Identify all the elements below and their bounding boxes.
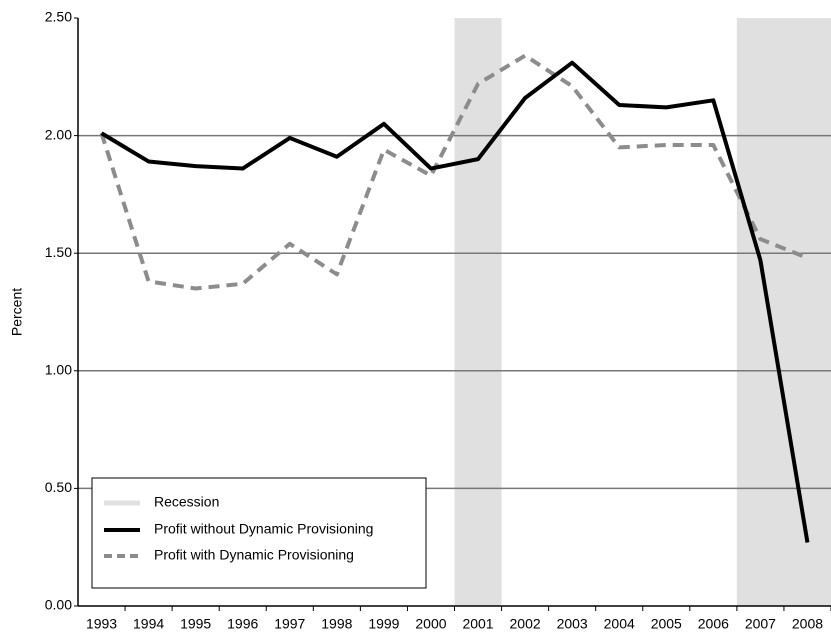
x-tick-label: 1998 xyxy=(321,616,352,632)
x-tick-label: 2004 xyxy=(604,616,635,632)
y-tick-label: 2.50 xyxy=(45,9,72,25)
series-line xyxy=(99,53,809,291)
y-tick-label: 0.00 xyxy=(45,597,72,613)
y-axis-label: Percent xyxy=(9,288,25,336)
y-tick-label: 2.00 xyxy=(45,126,72,142)
y-tick-label: 1.00 xyxy=(45,362,72,378)
x-tick-label: 2003 xyxy=(557,616,588,632)
x-tick-label: 1997 xyxy=(274,616,305,632)
legend-box xyxy=(91,477,427,589)
x-tick-label: 1993 xyxy=(86,616,117,632)
x-tick-label: 2005 xyxy=(651,616,682,632)
x-tick-label: 2007 xyxy=(745,616,776,632)
x-tick-label: 1996 xyxy=(227,616,258,632)
y-tick-label: 0.50 xyxy=(45,479,72,495)
legend-label: Profit without Dynamic Provisioning xyxy=(154,521,373,537)
y-tick-label: 1.50 xyxy=(45,244,72,260)
x-tick-label: 2006 xyxy=(698,616,729,632)
x-tick-label: 1999 xyxy=(368,616,399,632)
x-tick-label: 2001 xyxy=(462,616,493,632)
x-tick-label: 2000 xyxy=(415,616,446,632)
series-line xyxy=(100,60,810,543)
x-tick-label: 2002 xyxy=(510,616,541,632)
x-tick-label: 1995 xyxy=(180,616,211,632)
legend-label: Profit with Dynamic Provisioning xyxy=(154,547,354,563)
x-tick-label: 1994 xyxy=(133,616,164,632)
x-tick-label: 2008 xyxy=(792,616,823,632)
recession-band xyxy=(736,18,831,606)
recession-band xyxy=(454,18,502,606)
legend-label: Recession xyxy=(154,494,219,510)
